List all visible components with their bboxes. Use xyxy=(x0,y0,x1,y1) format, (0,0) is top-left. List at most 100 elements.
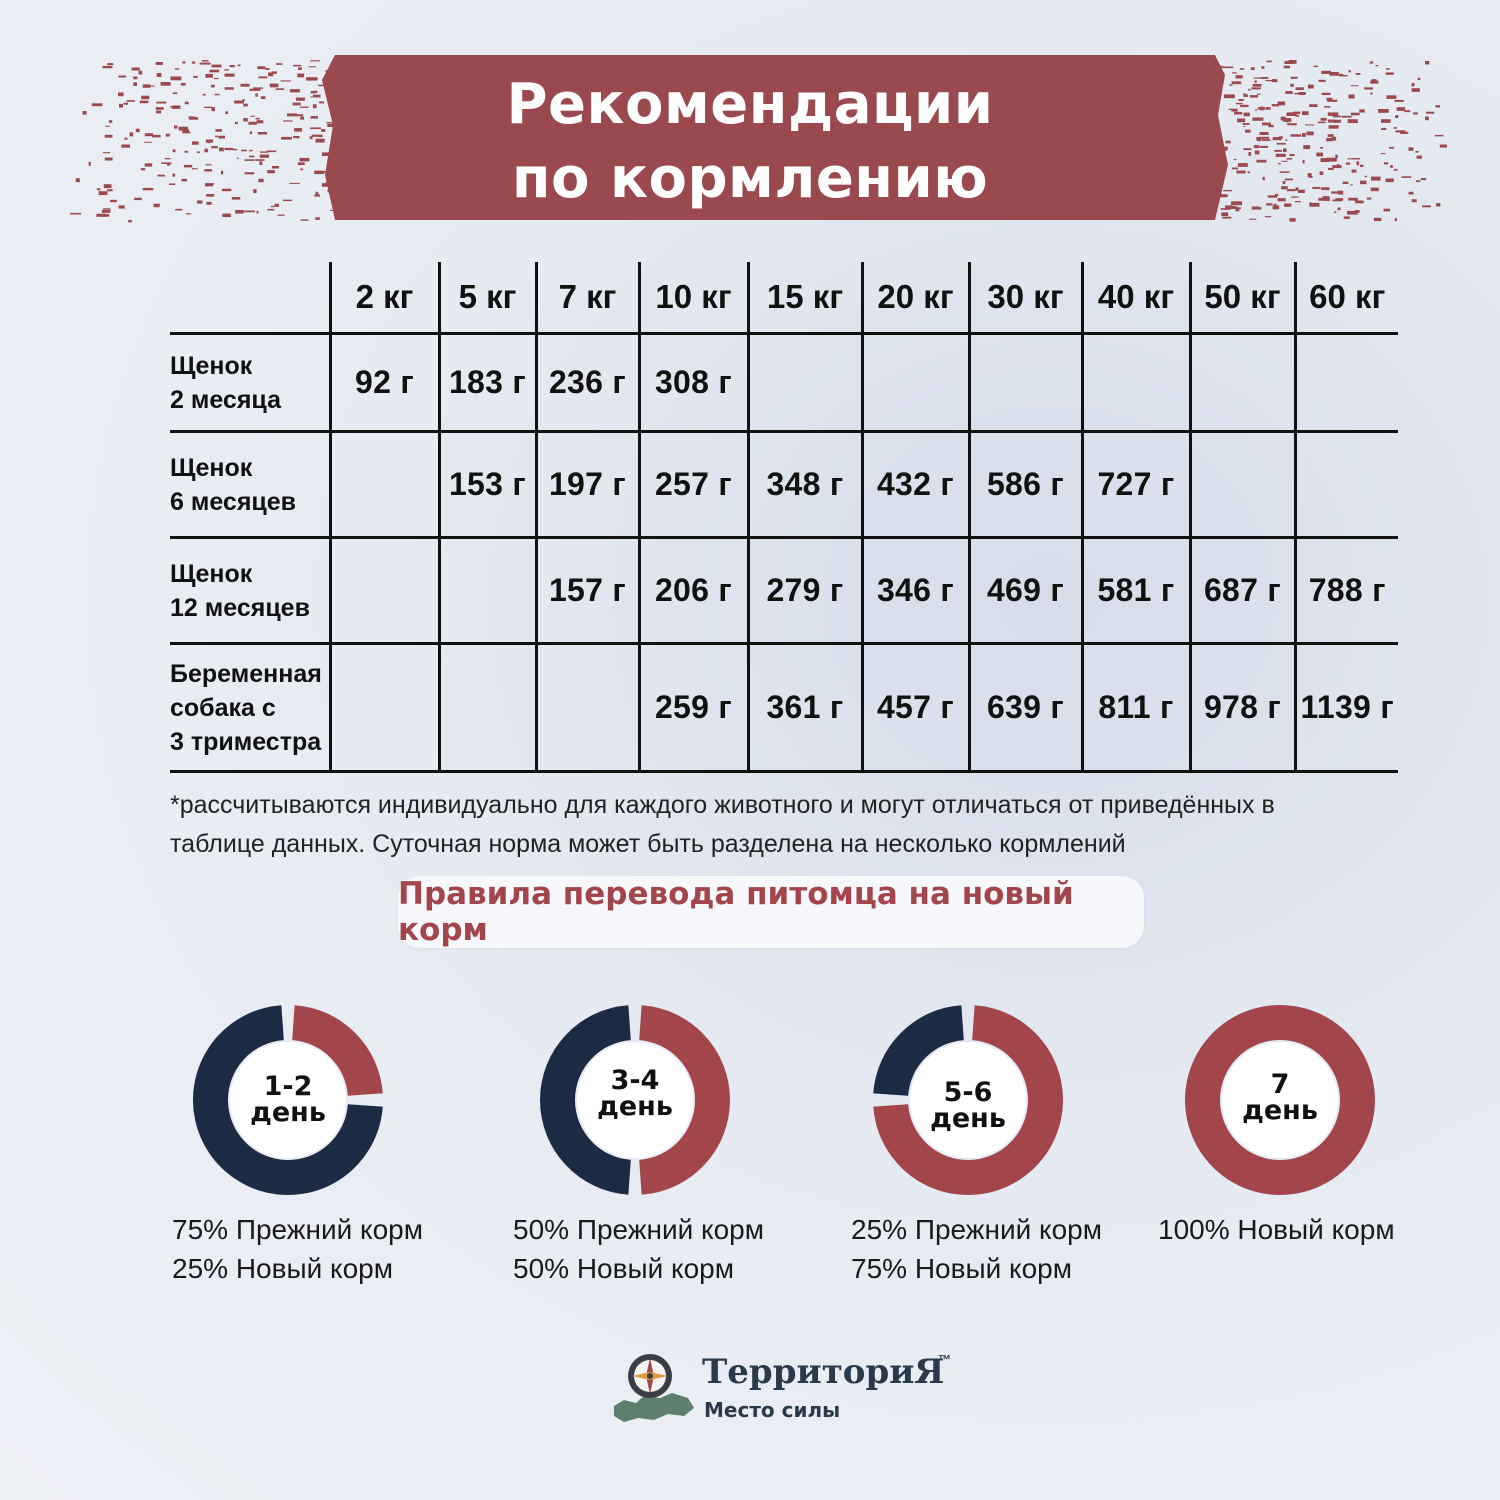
stage-caption: 25% Прежний корм 75% Новый корм xyxy=(851,1214,1102,1284)
old-food-segment xyxy=(193,1005,383,1195)
table-cell: 236 г xyxy=(534,332,641,433)
table-cell: 469 г xyxy=(967,536,1084,645)
table-cell: 259 г xyxy=(637,642,750,773)
day-label: 1-2 день xyxy=(250,1071,326,1128)
donut-chart xyxy=(1184,1005,1375,1195)
weight-header: 2 кг xyxy=(328,262,441,335)
brush-core xyxy=(322,55,1228,220)
page-title-line-1: Рекомендации xyxy=(506,72,994,137)
table-cell: 1139 г xyxy=(1293,642,1398,773)
donut-center xyxy=(1222,1042,1338,1158)
brand-name: ТерриториЯ xyxy=(702,1352,945,1392)
table-cell: 206 г xyxy=(637,536,750,645)
new-food-segment xyxy=(1184,1005,1375,1195)
table-cell xyxy=(967,332,1084,433)
stage-3: 5-6 день 25% Прежний корм 75% Новый корм xyxy=(818,1000,1118,1284)
rules-title: Правила перевода питомца на новый корм xyxy=(398,876,1074,948)
trademark: ™ xyxy=(938,1352,951,1367)
weight-header: 60 кг xyxy=(1293,262,1398,335)
row-label: Щенок 6 месяцев xyxy=(170,430,332,539)
table-cell: 92 г xyxy=(328,332,441,433)
table-cell xyxy=(1293,430,1398,539)
donut-center xyxy=(230,1042,346,1158)
row-label: Беременная собака с 3 триместра xyxy=(170,642,332,773)
stage-caption: 100% Новый корм xyxy=(1158,1214,1395,1245)
brush-stroke-banner xyxy=(70,55,1447,223)
table-cell: 361 г xyxy=(746,642,864,773)
table-cell xyxy=(328,642,441,773)
stage-4: 7 день 100% Новый корм xyxy=(1130,1000,1430,1245)
table-cell xyxy=(328,430,441,539)
table-cell xyxy=(746,332,864,433)
table-cell: 197 г xyxy=(534,430,641,539)
table-corner-cell xyxy=(170,262,332,335)
weight-header: 20 кг xyxy=(860,262,971,335)
table-cell: 346 г xyxy=(860,536,971,645)
table-cell: 257 г xyxy=(637,430,750,539)
table-cell: 457 г xyxy=(860,642,971,773)
table-cell: 157 г xyxy=(534,536,641,645)
weight-header: 10 кг xyxy=(637,262,750,335)
rules-title-pill: Правила перевода питомца на новый корм xyxy=(398,876,1144,948)
table-cell xyxy=(1188,332,1297,433)
day-label: 3-4 день xyxy=(597,1065,673,1122)
weight-header: 30 кг xyxy=(967,262,1084,335)
table-cell: 153 г xyxy=(437,430,538,539)
day-label: 5-6 день xyxy=(930,1077,1006,1134)
stage-caption: 50% Прежний корм 50% Новый корм xyxy=(513,1214,764,1284)
brush-speckles xyxy=(70,60,1447,223)
table-cell: 639 г xyxy=(967,642,1084,773)
old-food-segment xyxy=(873,1005,964,1096)
table-cell: 432 г xyxy=(860,430,971,539)
weight-header: 15 кг xyxy=(746,262,864,335)
footnote: *рассчитываются индивидуально для каждог… xyxy=(170,786,1410,864)
new-food-segment xyxy=(639,1005,731,1195)
table-cell xyxy=(328,536,441,645)
footnote-line-1: *рассчитываются индивидуально для каждог… xyxy=(170,791,1275,819)
table-cell: 183 г xyxy=(437,332,538,433)
table-cell xyxy=(437,642,538,773)
page-title: Рекомендации по кормлению xyxy=(0,68,1500,216)
table-cell: 308 г xyxy=(637,332,750,433)
table-cell xyxy=(534,642,641,773)
new-food-segment xyxy=(873,1005,1063,1195)
table-cell: 788 г xyxy=(1293,536,1398,645)
table-cell xyxy=(437,536,538,645)
table-cell xyxy=(1080,332,1192,433)
table-cell xyxy=(1293,332,1398,433)
table-cell: 279 г xyxy=(746,536,864,645)
table-row: Щенок 6 месяцев 153 г 197 г 257 г 348 г … xyxy=(170,430,1398,539)
table-row: Щенок 2 месяца 92 г 183 г 236 г 308 г xyxy=(170,332,1398,433)
table-cell: 687 г xyxy=(1188,536,1297,645)
stage-2: 3-4 день 50% Прежний корм 50% Новый корм xyxy=(485,1000,785,1284)
table-cell: 811 г xyxy=(1080,642,1192,773)
table-cell: 978 г xyxy=(1188,642,1297,773)
table-row: Беременная собака с 3 триместра 259 г 36… xyxy=(170,642,1398,773)
day-label: 7 день xyxy=(1242,1069,1318,1126)
table-cell: 586 г xyxy=(967,430,1084,539)
brand-logo: ТерриториЯ ™ Место силы xyxy=(610,1348,970,1428)
weight-header: 5 кг xyxy=(437,262,538,335)
feeding-table: 2 кг 5 кг 7 кг 10 кг 15 кг 20 кг 30 кг 4… xyxy=(170,262,1398,773)
old-food-segment xyxy=(539,1005,631,1195)
brand-tagline: Место силы xyxy=(704,1398,841,1422)
donut-chart xyxy=(873,1005,1063,1195)
row-label: Щенок 12 месяцев xyxy=(170,536,332,645)
table-row: Щенок 12 месяцев 157 г 206 г 279 г 346 г… xyxy=(170,536,1398,645)
table-cell xyxy=(860,332,971,433)
table-cell: 348 г xyxy=(746,430,864,539)
stage-caption: 75% Прежний корм 25% Новый корм xyxy=(172,1214,423,1284)
page-title-line-2: по кормлению xyxy=(511,146,989,211)
weight-header: 7 кг xyxy=(534,262,641,335)
new-food-segment xyxy=(292,1005,383,1096)
stage-1: 1-2 день 75% Прежний корм 25% Новый корм xyxy=(138,1000,438,1284)
footnote-line-2: таблице данных. Суточная норма может быт… xyxy=(170,830,1126,858)
weight-header: 50 кг xyxy=(1188,262,1297,335)
table-cell xyxy=(1188,430,1297,539)
table-cell: 581 г xyxy=(1080,536,1192,645)
donut-center xyxy=(910,1042,1026,1158)
donut-chart xyxy=(539,1005,731,1195)
donut-center xyxy=(577,1042,693,1158)
weight-header: 40 кг xyxy=(1080,262,1192,335)
donut-chart xyxy=(193,1005,383,1195)
